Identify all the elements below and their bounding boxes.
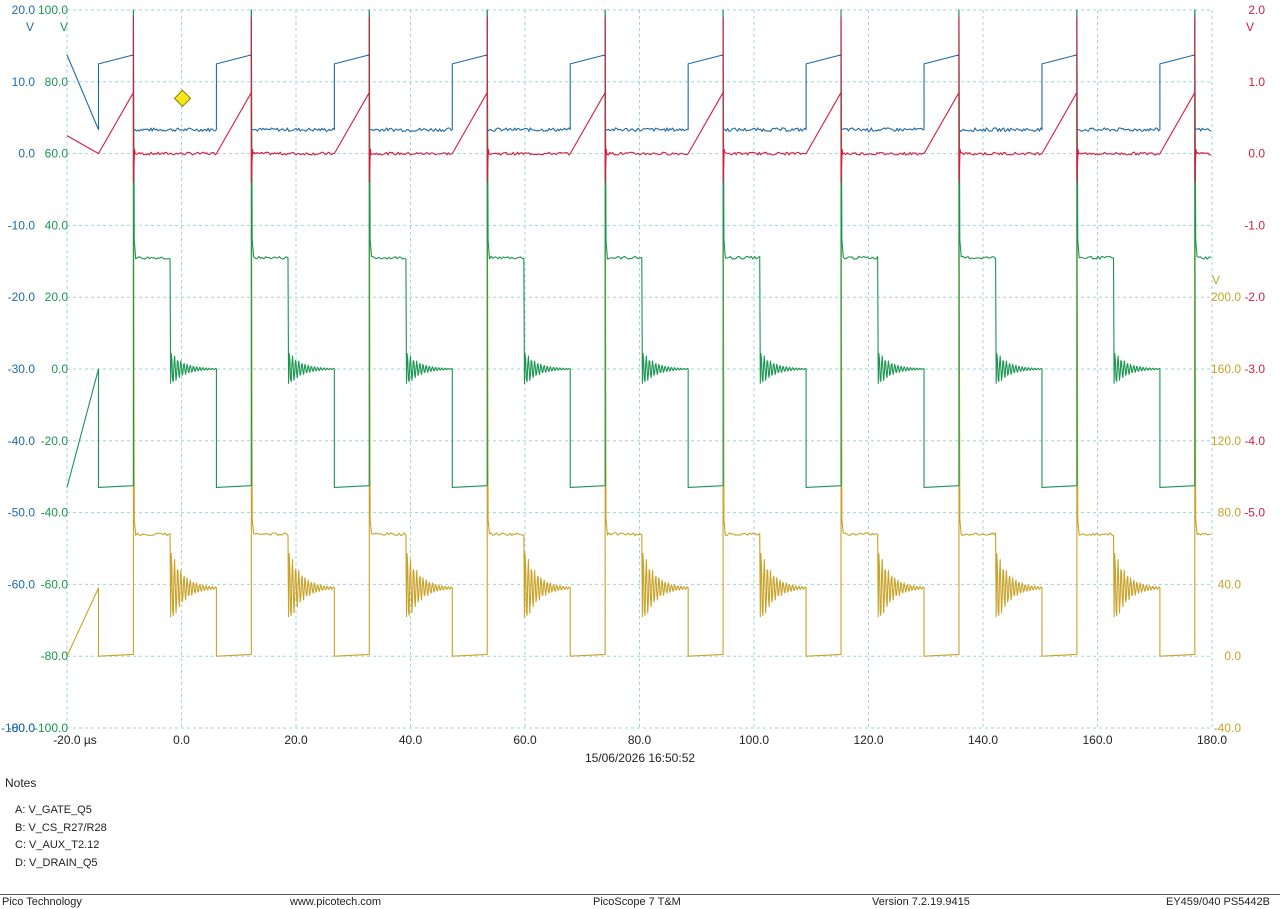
x-axis-tick-label: 100.0 [739, 733, 769, 747]
capture-timestamp: 15/06/2026 16:50:52 [585, 751, 695, 765]
axis-c-tick-label: 80.0 [45, 75, 69, 89]
axis-b-tick-label: 0.0 [1248, 147, 1265, 161]
note-channel-b: B: V_CS_R27/R28 [15, 822, 107, 834]
axis-b-tick-label: -5.0 [1244, 506, 1265, 520]
axis-c-tick-label: -20.0 [41, 434, 69, 448]
x-axis-tick-label: 20.0 [284, 733, 308, 747]
axis-b-tick-label: 1.0 [1248, 75, 1265, 89]
axis-b-tick-label: -4.0 [1244, 434, 1265, 448]
axis-a-tick-label: -100.0 [1, 721, 35, 735]
x-axis-tick-label: 140.0 [968, 733, 998, 747]
axis-labels: 20.0 10.0 0.0 -10.0 -20.0 -30.0 -40.0 -50.0 -60.… [1, 3, 1265, 765]
oscilloscope-plot: 20.0 10.0 0.0 -10.0 -20.0 -30.0 -40.0 -50.0 -60.… [1, 3, 1265, 765]
x-axis-tick-label: -20.0 µs [53, 733, 97, 747]
axis-a-tick-label: 10.0 [12, 75, 36, 89]
axis-c-tick-label: 20.0 [45, 290, 69, 304]
trace-b-current-sense [66, 16, 1212, 183]
axis-b-tick-label: -3.0 [1244, 362, 1265, 376]
axis-c-tick-label: -100.0 [34, 721, 68, 735]
trace-c-aux [66, 9, 1211, 489]
axis-c-tick-label: 40.0 [45, 218, 69, 232]
x-axis-tick-label: 60.0 [513, 733, 537, 747]
axis-c-tick-label: 100.0 [38, 3, 68, 17]
footer-product: PicoScope 7 T&M [593, 896, 681, 908]
trace-d-drain [66, 99, 1211, 657]
x-axis-tick-label: 180.0 [1197, 733, 1227, 747]
axis-a-tick-label: -40.0 [8, 434, 36, 448]
note-channel-a: A: V_GATE_Q5 [15, 804, 92, 816]
axis-b-unit-label: V [1246, 20, 1254, 34]
axis-a-tick-label: -80.0 [8, 721, 36, 735]
footer-version: Version 7.2.19.9415 [872, 896, 970, 908]
axis-a-tick-label: 0.0 [18, 147, 35, 161]
note-channel-c: C: V_AUX_T2.12 [15, 839, 100, 851]
axis-c-unit-label: V [60, 20, 68, 34]
axis-d-tick-label: 0.0 [1224, 649, 1241, 663]
axis-d-tick-label: 200.0 [1211, 290, 1241, 304]
x-axis-tick-label: 40.0 [399, 733, 423, 747]
x-axis-tick-label: 160.0 [1082, 733, 1112, 747]
axis-c-tick-label: -80.0 [41, 649, 69, 663]
axis-c-tick-label: 0.0 [51, 362, 68, 376]
axis-a-tick-label: -60.0 [8, 577, 36, 591]
axis-b-tick-label: -1.0 [1244, 218, 1265, 232]
notes-title: Notes [5, 776, 37, 790]
axis-a-tick-label: -50.0 [8, 506, 36, 520]
axis-b-tick-label: 2.0 [1248, 3, 1265, 17]
axis-a-tick-label: -10.0 [8, 218, 36, 232]
x-axis-tick-label: 80.0 [628, 733, 652, 747]
axis-d-tick-label: -40.0 [1214, 721, 1242, 735]
footer-website[interactable]: www.picotech.com [290, 896, 382, 908]
plot-grid [66, 9, 1213, 729]
x-axis-tick-label: 0.0 [173, 733, 190, 747]
axis-c-tick-label: -60.0 [41, 577, 69, 591]
note-channel-d: D: V_DRAIN_Q5 [15, 857, 98, 869]
axis-d-unit-label: V [1212, 273, 1220, 287]
x-axis-tick-label: 120.0 [853, 733, 883, 747]
trigger-marker-icon [173, 89, 192, 108]
axis-a-unit-label: V [26, 20, 34, 34]
notes-panel: Notes A: V_GATE_Q5 B: V_CS_R27/R28 C: V_… [5, 776, 107, 869]
axis-a-tick-label: 20.0 [12, 3, 36, 17]
axis-b-tick-label: -2.0 [1244, 290, 1265, 304]
axis-d-tick-label: 160.0 [1211, 362, 1241, 376]
axis-c-tick-label: 60.0 [45, 147, 69, 161]
axis-a-tick-label: -20.0 [8, 290, 36, 304]
footer-device: EY459/040 PS5442B [1166, 896, 1270, 908]
axis-a-tick-label: -30.0 [8, 362, 36, 376]
footer-company: Pico Technology [2, 896, 82, 908]
axis-d-tick-label: 120.0 [1211, 434, 1241, 448]
axis-c-tick-label: -40.0 [41, 506, 69, 520]
footer-divider [0, 894, 1280, 895]
waveform-traces [66, 9, 1212, 657]
axis-d-tick-label: 40.0 [1218, 577, 1242, 591]
axis-d-tick-label: 80.0 [1218, 506, 1242, 520]
trace-a-gate [66, 9, 1211, 133]
